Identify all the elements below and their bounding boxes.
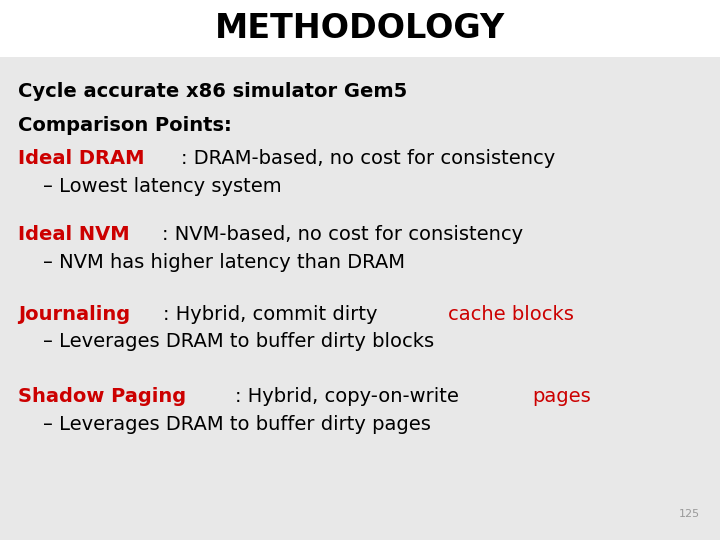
Text: : DRAM-based, no cost for consistency: : DRAM-based, no cost for consistency (181, 149, 555, 168)
Text: 125: 125 (679, 509, 700, 519)
Text: Ideal DRAM: Ideal DRAM (18, 149, 145, 168)
FancyBboxPatch shape (0, 0, 720, 57)
Text: Cycle accurate x86 simulator Gem5: Cycle accurate x86 simulator Gem5 (18, 82, 408, 102)
Text: METHODOLOGY: METHODOLOGY (215, 11, 505, 45)
Text: – Lowest latency system: – Lowest latency system (43, 177, 282, 196)
Text: cache blocks: cache blocks (448, 305, 573, 324)
Text: : NVM-based, no cost for consistency: : NVM-based, no cost for consistency (162, 225, 523, 245)
Text: pages: pages (532, 387, 590, 407)
Text: – Leverages DRAM to buffer dirty blocks: – Leverages DRAM to buffer dirty blocks (43, 332, 434, 352)
Text: – Leverages DRAM to buffer dirty pages: – Leverages DRAM to buffer dirty pages (43, 415, 431, 434)
Text: : Hybrid, commit dirty: : Hybrid, commit dirty (163, 305, 384, 324)
Text: : Hybrid, copy-on-write: : Hybrid, copy-on-write (235, 387, 465, 407)
Text: Journaling: Journaling (18, 305, 130, 324)
Text: – NVM has higher latency than DRAM: – NVM has higher latency than DRAM (43, 253, 405, 272)
Text: Comparison Points:: Comparison Points: (18, 116, 232, 135)
Text: Shadow Paging: Shadow Paging (18, 387, 186, 407)
Text: Ideal NVM: Ideal NVM (18, 225, 130, 245)
